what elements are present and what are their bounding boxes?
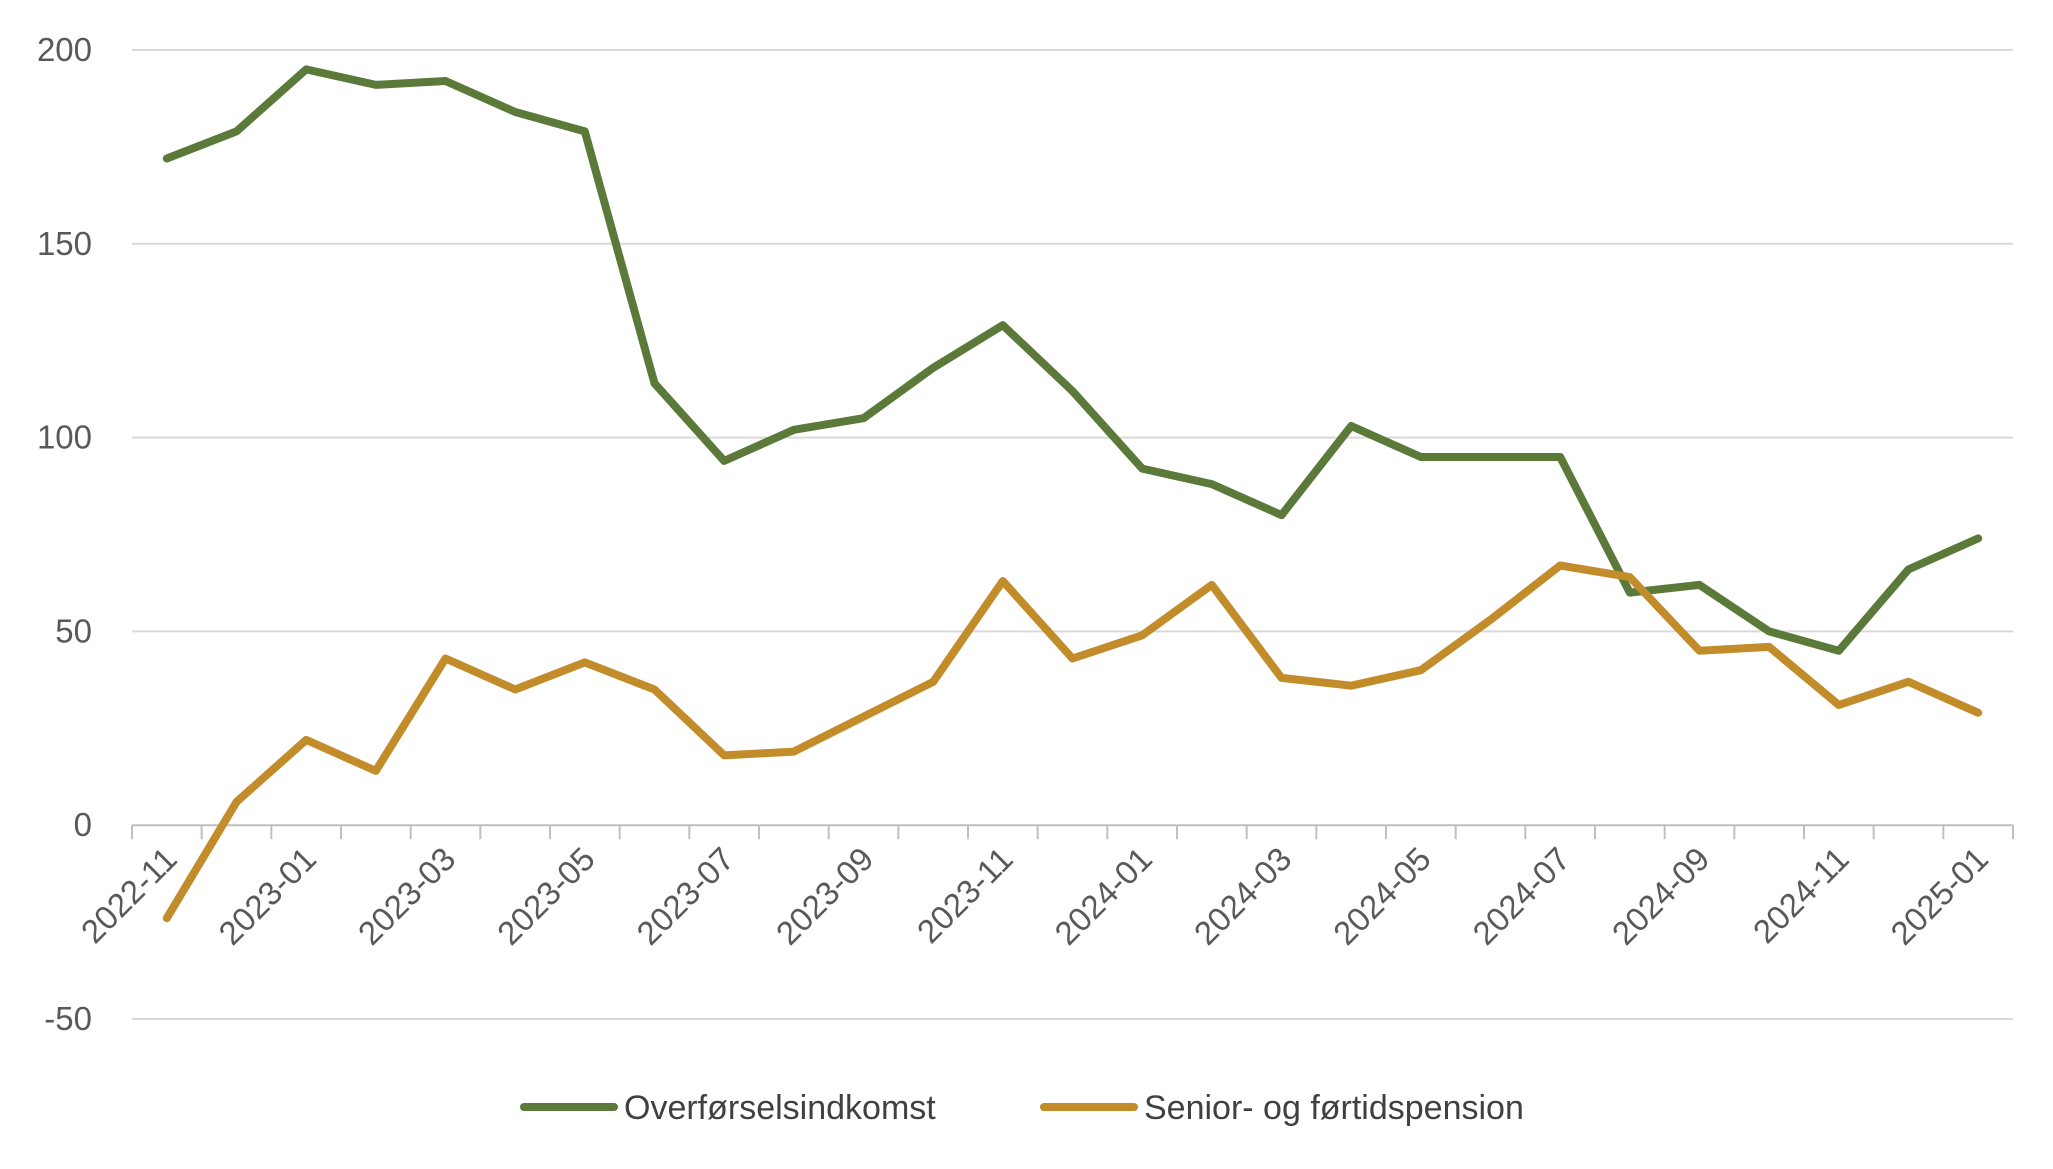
y-tick-label: 50 <box>55 612 92 649</box>
x-tick-label: 2023-07 <box>629 840 741 952</box>
x-tick-label: 2024-07 <box>1465 840 1577 952</box>
legend-label: Senior- og førtidspension <box>1144 1089 1524 1127</box>
y-tick-label: 0 <box>74 806 92 843</box>
y-tick-label: 150 <box>37 225 92 262</box>
legend-label: Overførselsindkomst <box>624 1089 936 1127</box>
x-tick-label: 2023-11 <box>910 840 1020 950</box>
x-tick-label: 2022-11 <box>74 840 184 950</box>
x-tick-label: 2024-09 <box>1605 840 1717 952</box>
x-tick-label: 2023-03 <box>351 840 463 952</box>
x-tick-label: 2024-01 <box>1047 840 1159 952</box>
y-tick-label: 100 <box>37 419 92 456</box>
series-line-senior-og-fortidspension <box>162 561 1983 923</box>
y-tick-label: 200 <box>37 31 92 68</box>
x-tick-label: 2023-09 <box>769 840 881 952</box>
x-tick-label: 2023-05 <box>490 840 602 952</box>
x-tick-label: 2024-11 <box>1746 840 1856 950</box>
x-tick-label: 2024-03 <box>1187 840 1299 952</box>
series-line-overforselsindkomst <box>162 65 1983 655</box>
x-tick-label: 2025-01 <box>1883 840 1995 952</box>
x-tick-label: 2023-01 <box>211 840 323 952</box>
x-tick-label: 2024-05 <box>1326 840 1438 952</box>
y-tick-label: -50 <box>44 1000 92 1037</box>
